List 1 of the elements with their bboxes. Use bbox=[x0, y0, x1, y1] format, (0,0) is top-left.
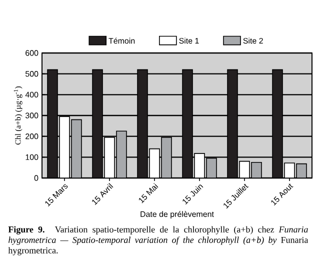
text: Figure 9. Variation spatio-temporelle de la chlorophylle (a+b) chez Funaria hygrometrica — Spatio-temporal variation of the chlorophyll (a+b) by Funaria hygrometrica. bbox=[8, 226, 308, 256]
